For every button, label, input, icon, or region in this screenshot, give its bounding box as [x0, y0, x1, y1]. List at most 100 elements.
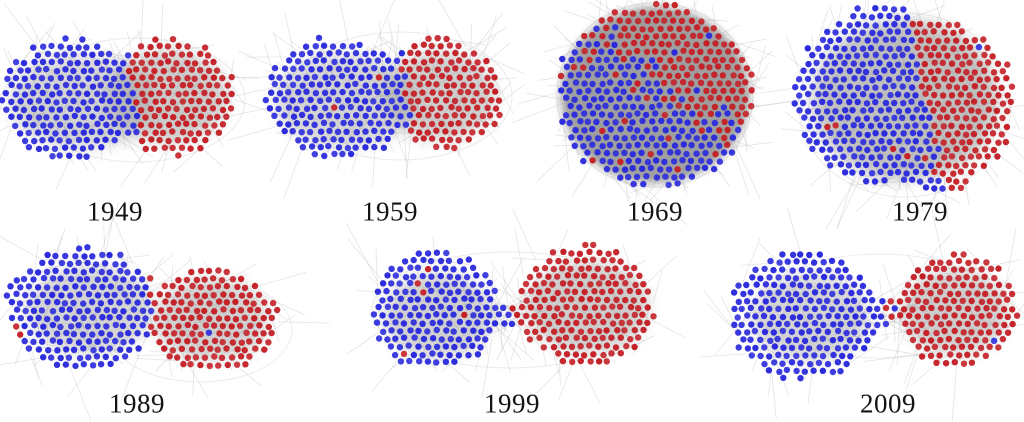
- node-red-party: [179, 128, 187, 136]
- node-red-party: [710, 87, 718, 95]
- node-red-party: [202, 136, 209, 144]
- edge-line: [140, 0, 144, 52]
- node-blue-party: [562, 112, 570, 119]
- edge-line: [824, 333, 834, 349]
- node-red-party: [931, 137, 938, 145]
- node-blue-party: [83, 122, 90, 129]
- node-blue-party: [837, 368, 844, 375]
- edge-line: [588, 1, 636, 30]
- node-blue-party: [872, 99, 879, 106]
- node-blue-party: [352, 80, 359, 88]
- edge-line: [115, 86, 131, 147]
- node-red-party: [941, 75, 948, 82]
- node-blue-party: [863, 51, 870, 59]
- node-blue-party: [320, 136, 327, 143]
- edge-line: [742, 237, 761, 283]
- node-blue-party: [130, 122, 137, 129]
- node-blue-party: [761, 265, 768, 273]
- node-blue-party: [611, 41, 618, 49]
- node-blue-party: [877, 168, 884, 176]
- node-blue-party: [819, 98, 826, 106]
- node-red-party: [954, 67, 962, 74]
- node-red-party: [218, 277, 226, 284]
- node-red-party: [671, 1, 678, 9]
- node-blue-party: [121, 291, 128, 298]
- node-red-party: [925, 37, 933, 44]
- node-blue-party: [285, 121, 292, 128]
- edge-line: [471, 322, 479, 359]
- node-blue-party: [876, 92, 883, 99]
- node-red-party: [972, 336, 979, 344]
- node-blue-party: [871, 178, 879, 185]
- node-blue-party: [900, 21, 907, 28]
- node-blue-party: [863, 115, 870, 122]
- edge-line: [346, 317, 400, 355]
- edge-line: [186, 293, 217, 300]
- edge-line: [751, 285, 794, 303]
- edge-line: [788, 289, 824, 346]
- node-blue-party: [827, 146, 834, 153]
- node-blue-party: [886, 12, 893, 20]
- node-blue-party: [388, 112, 395, 119]
- node-red-party: [568, 343, 576, 350]
- node-red-party: [625, 17, 632, 25]
- node-blue-party: [824, 28, 831, 36]
- node-blue-party: [675, 133, 682, 141]
- node-red-party: [998, 84, 1005, 92]
- node-red-party: [711, 71, 718, 78]
- node-blue-party: [603, 56, 610, 63]
- node-red-party: [590, 351, 597, 358]
- node-red-party: [214, 283, 222, 290]
- node-red-party: [415, 50, 422, 57]
- node-blue-party: [859, 282, 867, 290]
- node-blue-party: [317, 144, 324, 151]
- node-blue-party: [16, 113, 23, 121]
- node-blue-party: [12, 74, 20, 82]
- node-blue-party: [640, 71, 647, 78]
- node-blue-party: [121, 353, 129, 360]
- node-blue-party: [922, 184, 930, 191]
- node-red-party: [523, 297, 530, 304]
- node-blue-party: [38, 75, 46, 82]
- node-blue-party: [851, 329, 858, 336]
- node-red-party: [586, 248, 593, 255]
- node-red-party: [1004, 108, 1011, 115]
- node-red-party: [666, 72, 673, 80]
- node-blue-party: [864, 37, 871, 44]
- node-red-party: [261, 346, 268, 353]
- edge-line: [161, 143, 170, 173]
- node-blue-party: [433, 359, 440, 366]
- node-blue-party: [44, 251, 51, 259]
- node-red-party: [213, 82, 221, 89]
- node-blue-party: [638, 149, 645, 156]
- node-red-party: [634, 47, 641, 55]
- node-red-party: [523, 312, 530, 320]
- node-blue-party: [823, 345, 831, 352]
- node-blue-party: [771, 359, 778, 366]
- node-blue-party: [903, 14, 911, 21]
- node-blue-party: [339, 42, 347, 50]
- edge-line: [886, 157, 911, 219]
- node-blue-party: [433, 297, 440, 304]
- edge-line: [341, 92, 399, 105]
- node-blue-party: [621, 71, 629, 78]
- node-blue-party: [824, 328, 831, 335]
- edge-line: [411, 327, 437, 371]
- node-red-party: [973, 351, 980, 358]
- node-red-party: [184, 321, 192, 329]
- node-red-party: [955, 337, 962, 344]
- node-blue-party: [388, 128, 395, 135]
- node-blue-party: [49, 275, 57, 282]
- node-blue-party: [674, 149, 681, 156]
- node-red-party: [832, 122, 839, 129]
- node-blue-party: [771, 281, 778, 289]
- node-red-party: [667, 25, 674, 32]
- node-red-party: [178, 299, 185, 306]
- node-blue-party: [617, 125, 624, 133]
- node-blue-party: [396, 312, 404, 319]
- node-red-party: [424, 96, 431, 104]
- node-blue-party: [347, 58, 354, 66]
- edge-line: [97, 341, 124, 364]
- node-red-party: [963, 274, 970, 281]
- node-blue-party: [854, 116, 861, 123]
